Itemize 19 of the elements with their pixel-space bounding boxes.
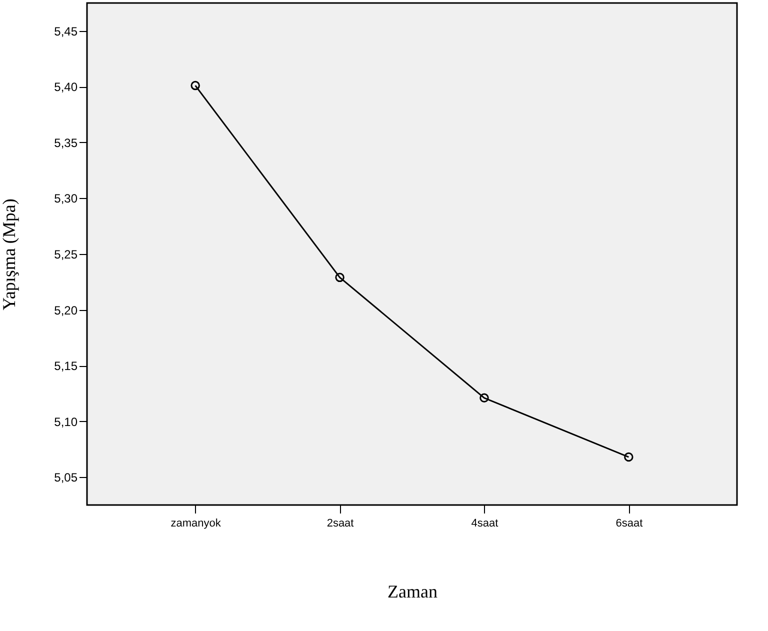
x-axis-title: Zaman — [388, 582, 438, 602]
point — [335, 272, 344, 282]
point — [480, 393, 489, 403]
y-tick-label: 5,30 — [54, 192, 78, 206]
point — [190, 80, 200, 90]
y-tick-label: 5,45 — [54, 24, 78, 38]
y-tick-label: 5,15 — [54, 359, 78, 374]
y-tick-label: 5,40 — [54, 80, 78, 94]
y-tick-label: 5,05 — [54, 470, 78, 485]
x-tick-label: 6saat — [616, 518, 643, 530]
y-tick-label: 5,10 — [54, 414, 78, 429]
x-tick-label: 2saat — [326, 518, 354, 530]
y-tick-label: 5,25 — [54, 248, 78, 262]
x-tick-label: zamanyok — [170, 518, 222, 530]
x-tick-label: 4saat — [471, 518, 498, 530]
y-axis-title: Yapışma (Mpa) — [0, 198, 20, 310]
y-tick-label: 5,20 — [54, 303, 78, 318]
point — [624, 452, 634, 462]
y-tick-label: 5,35 — [54, 136, 78, 150]
